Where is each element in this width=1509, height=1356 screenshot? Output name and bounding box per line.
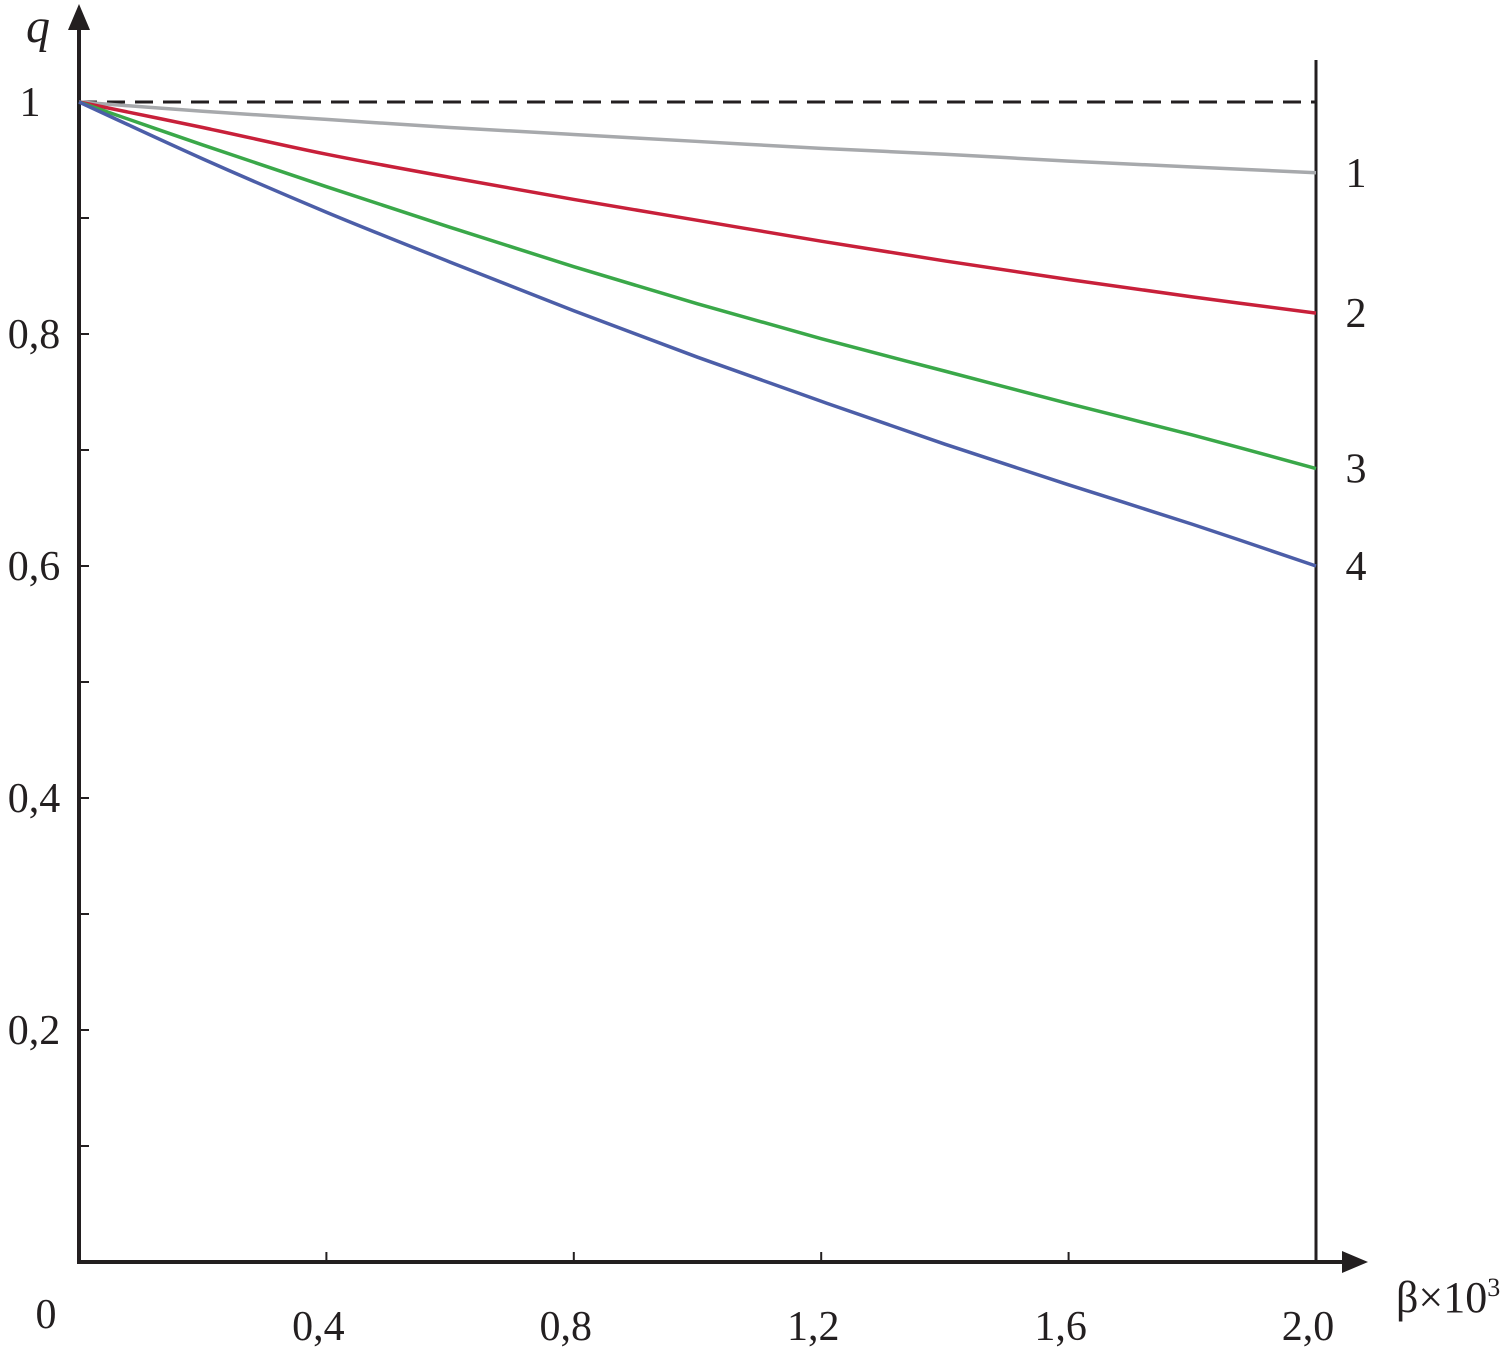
ticks-layer: 0,4 0,8 1,2 1,6 2,0 0,2 0,4 0,6 0,8 1 [8,80,1335,1350]
y-tick-label: 0,8 [8,312,61,358]
x-axis-label-base: β×10 [1396,1273,1487,1322]
x-tick-label: 0,4 [292,1304,345,1350]
x-tick-label: 2,0 [1282,1304,1335,1350]
x-axis-label: β×103 [1396,1273,1500,1322]
series-line-3 [78,100,1317,471]
y-tick-label: 0,2 [8,1008,61,1054]
series-label-2: 2 [1346,291,1367,337]
y-tick-label: 1 [20,80,41,126]
y-tick-label: 0,4 [8,776,61,822]
x-tick-label: 1,2 [787,1304,840,1350]
series-label-3: 3 [1346,447,1367,493]
x-axis-label-exponent: 3 [1487,1273,1500,1302]
series-line-1 [78,100,1317,175]
y-axis-arrow-icon [68,4,90,30]
series-label-4: 4 [1346,544,1367,590]
origin-label: 0 [36,1292,57,1338]
x-axis-arrow-icon [1342,1251,1368,1273]
x-tick-label: 0,8 [540,1304,593,1350]
series-layer: 1 2 3 4 [78,100,1367,590]
x-tick-label: 1,6 [1034,1304,1087,1350]
series-line-2 [78,100,1317,315]
y-tick-label: 0,6 [8,544,61,590]
y-axis-label: q [26,0,50,53]
series-label-1: 1 [1346,151,1367,197]
series-line-4 [78,100,1317,568]
